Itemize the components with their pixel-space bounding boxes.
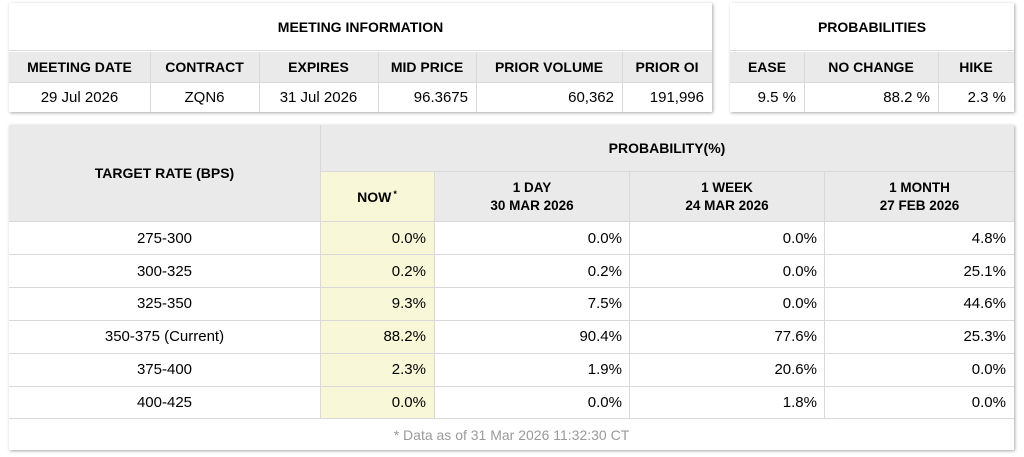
prob-cell-1-week: 0.0% (782, 229, 817, 247)
probabilities-panel: PROBABILITIES EASE 9.5 % NO CHANGE 88.2 % HI… (730, 3, 1014, 112)
col-header-1-day-label: 1 DAY (512, 179, 552, 195)
value-prior-oi: 191,996 (649, 88, 704, 106)
prob-cell-1-month: 25.3% (963, 328, 1006, 346)
prob-cell-1-month: 25.1% (963, 262, 1006, 280)
col-header-now: NOW * (320, 172, 434, 221)
data-timestamp-footnote: * Data as of 31 Mar 2026 11:32:30 CT (393, 426, 630, 443)
value-expires: 31 Jul 2026 (279, 88, 358, 106)
meeting-info-header-row (9, 52, 712, 82)
meeting-info-panel: MEETING INFORMATION MEETING DATE 29 Jul 2… (9, 3, 712, 112)
header-hike: HIKE (959, 59, 993, 75)
table-row: 300-325 0.2% 0.2% 0.0% 25.1% (9, 255, 1014, 288)
table-row: 275-300 0.0% 0.0% 0.0% 4.8% (9, 222, 1014, 255)
prob-cell-1-day: 0.2% (587, 262, 622, 280)
header-no-change: NO CHANGE (828, 59, 914, 75)
prob-cell-now: 9.3% (391, 295, 426, 313)
prob-cell-1-month: 0.0% (971, 361, 1006, 379)
prob-cell-now: 2.3% (391, 361, 426, 379)
prob-cell-1-month: 44.6% (963, 295, 1006, 313)
target-rate-cell: 325-350 (136, 295, 193, 313)
header-contract: CONTRACT (165, 59, 244, 75)
prob-cell-now: 88.2% (383, 328, 426, 346)
prob-cell-1-day: 90.4% (579, 328, 622, 346)
target-rate-cell: 300-325 (136, 262, 193, 280)
target-rate-cell: 350-375 (Current) (104, 328, 225, 346)
probabilities-title: PROBABILITIES (817, 18, 927, 35)
prob-cell-1-week: 0.0% (782, 295, 817, 313)
prob-cell-now: 0.2% (391, 262, 426, 280)
probability-header: PROBABILITY(%) (608, 140, 726, 156)
col-header-1-week-label: 1 WEEK (701, 179, 753, 195)
col-header-1-week: 1 WEEK 24 MAR 2026 (630, 172, 824, 221)
prob-cell-1-week: 0.0% (782, 262, 817, 280)
table-row: 350-375 (Current) 88.2% 90.4% 77.6% 25.3% (9, 320, 1014, 353)
value-prior-volume: 60,362 (568, 88, 614, 106)
header-ease: EASE (747, 59, 787, 75)
now-column-highlight (320, 172, 434, 418)
target-rate-cell: 400-425 (136, 393, 193, 411)
prob-cell-now: 0.0% (391, 393, 426, 411)
col-header-1-month-label: 1 MONTH (889, 179, 950, 195)
value-no-change: 88.2 % (883, 88, 930, 106)
meeting-info-title: MEETING INFORMATION (277, 18, 444, 35)
prob-cell-1-week: 20.6% (774, 361, 817, 379)
prob-cell-1-month: 4.8% (971, 229, 1006, 247)
header-prior-oi: PRIOR OI (635, 59, 699, 75)
value-mid-price: 96.3675 (413, 88, 468, 106)
col-header-now-label: NOW (357, 188, 392, 205)
prob-cell-1-day: 7.5% (587, 295, 622, 313)
col-header-now-marker: * (393, 188, 397, 199)
header-meeting-date: MEETING DATE (27, 59, 132, 75)
prob-cell-1-day: 0.0% (587, 393, 622, 411)
table-row: 375-400 2.3% 1.9% 20.6% 0.0% (9, 353, 1014, 386)
probability-table: TARGET RATE (BPS) PROBABILITY(%) NOW * 1 … (9, 125, 1014, 450)
col-header-1-month-date: 27 FEB 2026 (879, 197, 960, 213)
prob-cell-1-day: 1.9% (587, 361, 622, 379)
header-prior-volume: PRIOR VOLUME (494, 59, 604, 75)
header-mid-price: MID PRICE (390, 59, 464, 75)
probabilities-header-row (730, 52, 1014, 82)
table-row: 400-425 0.0% 0.0% 1.8% 0.0% (9, 386, 1014, 419)
value-meeting-date: 29 Jul 2026 (40, 88, 119, 106)
header-expires: EXPIRES (288, 59, 349, 75)
col-header-1-month: 1 MONTH 27 FEB 2026 (825, 172, 1014, 221)
prob-cell-1-week: 1.8% (782, 393, 817, 411)
probability-table-header-bg (9, 125, 1014, 221)
prob-cell-now: 0.0% (391, 229, 426, 247)
col-header-1-week-date: 24 MAR 2026 (685, 197, 769, 213)
value-contract: ZQN6 (184, 88, 225, 106)
target-rate-header: TARGET RATE (BPS) (94, 165, 235, 181)
prob-cell-1-day: 0.0% (587, 229, 622, 247)
prob-cell-1-month: 0.0% (971, 393, 1006, 411)
table-row: 325-350 9.3% 7.5% 0.0% 44.6% (9, 288, 1014, 321)
value-ease: 9.5 % (757, 88, 796, 106)
value-hike: 2.3 % (967, 88, 1006, 106)
col-header-1-day-date: 30 MAR 2026 (490, 197, 574, 213)
prob-cell-1-week: 77.6% (774, 328, 817, 346)
col-header-1-day: 1 DAY 30 MAR 2026 (435, 172, 629, 221)
target-rate-cell: 375-400 (136, 361, 193, 379)
target-rate-cell: 275-300 (136, 229, 193, 247)
